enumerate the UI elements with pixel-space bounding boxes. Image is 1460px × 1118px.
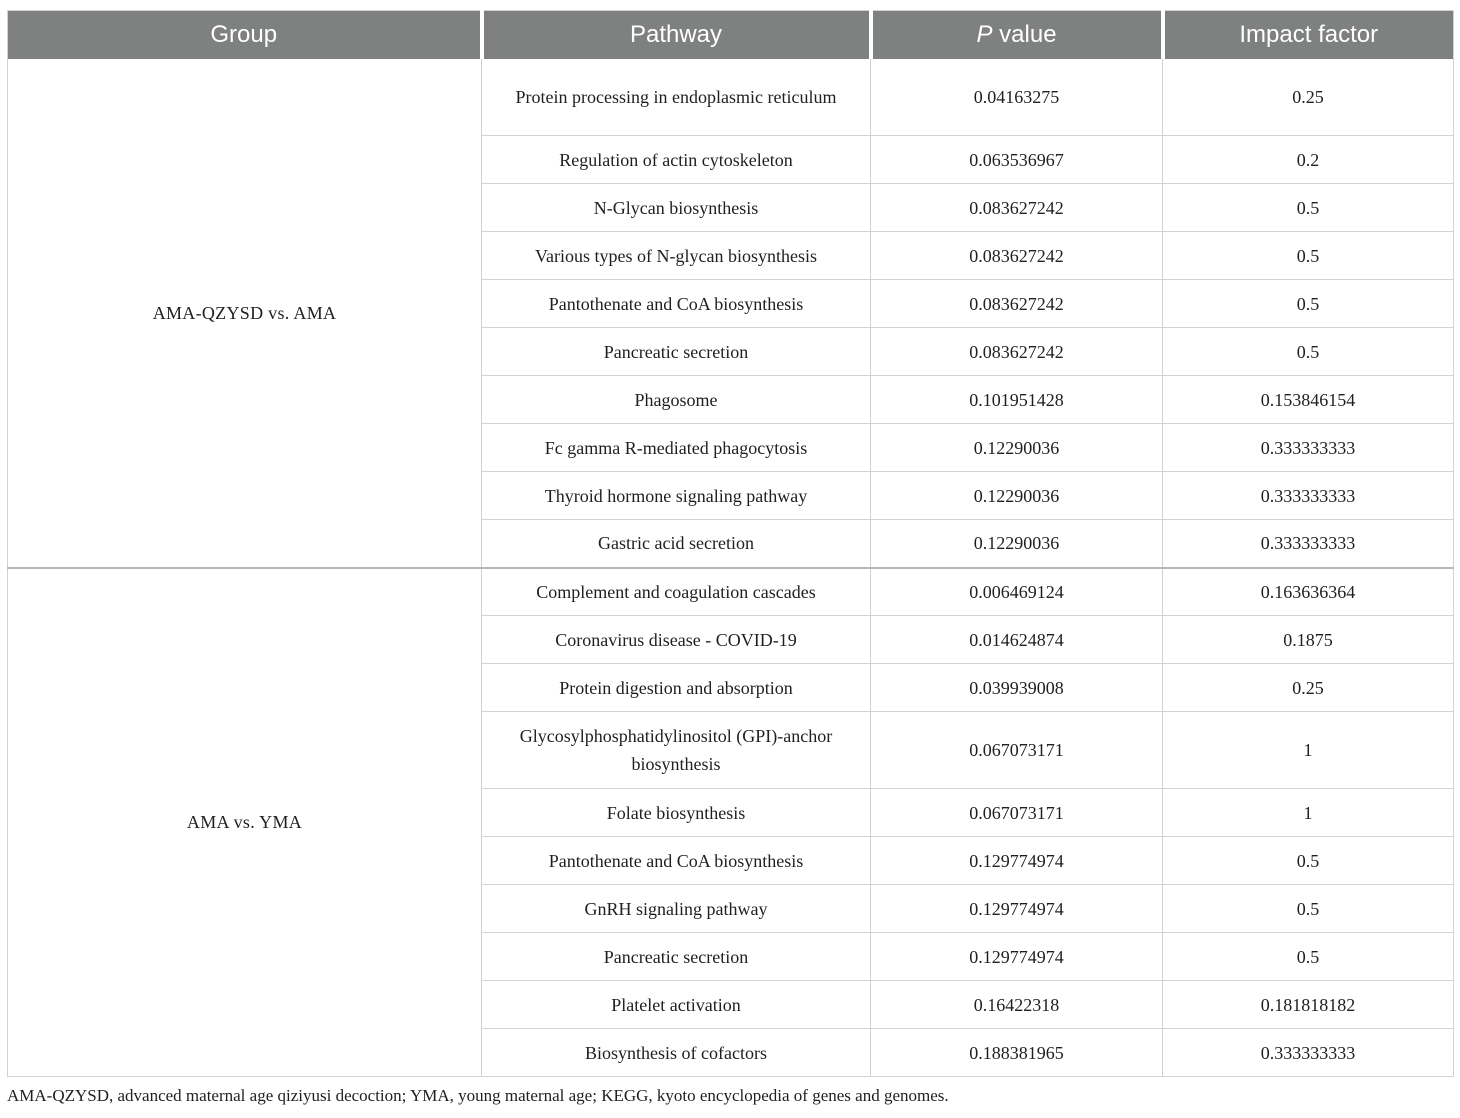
impact-factor-cell: 0.5: [1162, 183, 1454, 232]
table-row: AMA-QZYSD vs. AMA Protein processing in …: [8, 58, 1454, 323]
impact-factor-cell: 1: [1162, 788, 1454, 837]
header-group: Group: [7, 10, 482, 59]
pathway-cell: Biosynthesis of cofactors: [481, 1028, 871, 1077]
pathway-cell: Coronavirus disease - COVID-19: [481, 615, 871, 664]
p-value-cell: 0.083627242: [870, 231, 1163, 280]
p-value-cell: 0.12290036: [870, 519, 1163, 568]
impact-factor-cell: 0.153846154: [1162, 375, 1454, 424]
impact-factor-cell: 0.5: [1162, 327, 1454, 376]
table-row: AMA vs. YMA Complement and coagulation c…: [7, 566, 1454, 1077]
pathway-cell: Folate biosynthesis: [481, 788, 871, 837]
table-row: Glycosylphosphatidylinositol (GPI)-ancho…: [8, 711, 1454, 789]
impact-factor-cell: 0.5: [1162, 231, 1454, 280]
p-value-cell: 0.12290036: [870, 423, 1163, 472]
impact-factor-cell: 0.25: [1162, 58, 1454, 136]
p-value-cell: 0.12290036: [870, 471, 1163, 520]
pathway-cell: Complement and coagulation cascades: [481, 566, 871, 616]
impact-factor-cell: 1: [1162, 711, 1454, 789]
p-value-cell: 0.16422318: [870, 980, 1163, 1029]
pathway-cell: Regulation of actin cytoskeleton: [481, 135, 871, 184]
p-value-cell: 0.067073171: [870, 788, 1163, 837]
p-value-cell: 0.101951428: [870, 375, 1163, 424]
pathway-cell: GnRH signaling pathway: [481, 884, 871, 933]
group-cell: AMA vs. YMA: [7, 566, 482, 1077]
pathway-cell: Thyroid hormone signaling pathway: [481, 471, 871, 520]
impact-factor-cell: 0.333333333: [1162, 1028, 1454, 1077]
p-value-italic: P: [976, 20, 993, 48]
pathway-cell: Protein digestion and absorption: [481, 663, 871, 712]
table-row: N-Glycan biosynthesis 0.083627242 0.5: [8, 183, 1454, 232]
impact-factor-cell: 0.1875: [1162, 615, 1454, 664]
p-value-cell: 0.006469124: [870, 566, 1163, 616]
table-row: Gastric acid secretion 0.12290036 0.3333…: [8, 519, 1454, 568]
impact-factor-cell: 0.333333333: [1162, 471, 1454, 520]
table-row: Biosynthesis of cofactors 0.188381965 0.…: [8, 1028, 1454, 1077]
header-pathway: Pathway: [479, 10, 871, 59]
pathway-cell: Pancreatic secretion: [481, 327, 871, 376]
table-row: Phagosome 0.101951428 0.153846154: [8, 375, 1454, 424]
impact-factor-cell: 0.5: [1162, 279, 1454, 328]
table-row: Regulation of actin cytoskeleton 0.06353…: [8, 135, 1454, 184]
table-row: Fc gamma R-mediated phagocytosis 0.12290…: [8, 423, 1454, 472]
impact-factor-cell: 0.333333333: [1162, 519, 1454, 568]
table-row: Various types of N-glycan biosynthesis 0…: [8, 231, 1454, 280]
pathway-cell: Fc gamma R-mediated phagocytosis: [481, 423, 871, 472]
table-row: Folate biosynthesis 0.067073171 1: [8, 788, 1454, 837]
table-row: GnRH signaling pathway 0.129774974 0.5: [8, 884, 1454, 933]
table-row: Pantothenate and CoA biosynthesis 0.1297…: [8, 836, 1454, 885]
impact-factor-cell: 0.163636364: [1162, 566, 1454, 616]
pathway-cell: Pantothenate and CoA biosynthesis: [481, 836, 871, 885]
p-value-cell: 0.129774974: [870, 836, 1163, 885]
table-row: Thyroid hormone signaling pathway 0.1229…: [8, 471, 1454, 520]
p-value-cell: 0.04163275: [870, 58, 1163, 136]
table-row: Protein digestion and absorption 0.03993…: [8, 663, 1454, 712]
p-value-rest: value: [999, 20, 1057, 48]
p-value-cell: 0.063536967: [870, 135, 1163, 184]
impact-factor-cell: 0.5: [1162, 932, 1454, 981]
p-value-cell: 0.188381965: [870, 1028, 1163, 1077]
p-value-cell: 0.067073171: [870, 711, 1163, 789]
impact-factor-cell: 0.5: [1162, 884, 1454, 933]
pathway-cell: Gastric acid secretion: [481, 519, 871, 568]
impact-factor-cell: 0.5: [1162, 836, 1454, 885]
group-cell: AMA-QZYSD vs. AMA: [152, 302, 337, 323]
table-row: Pancreatic secretion 0.083627242 0.5: [8, 327, 1454, 376]
pathway-cell: Protein processing in endoplasmic reticu…: [481, 58, 871, 136]
table-row: Platelet activation 0.16422318 0.1818181…: [8, 980, 1454, 1029]
impact-factor-cell: 0.25: [1162, 663, 1454, 712]
p-value-cell: 0.083627242: [870, 183, 1163, 232]
impact-factor-cell: 0.181818182: [1162, 980, 1454, 1029]
table-row: Pantothenate and CoA biosynthesis 0.0836…: [8, 279, 1454, 328]
p-value-cell: 0.039939008: [870, 663, 1163, 712]
p-value-cell: 0.083627242: [870, 327, 1163, 376]
impact-factor-cell: 0.333333333: [1162, 423, 1454, 472]
p-value-cell: 0.014624874: [870, 615, 1163, 664]
p-value-cell: 0.083627242: [870, 279, 1163, 328]
pathway-cell: Various types of N-glycan biosynthesis: [481, 231, 871, 280]
pathway-cell: Phagosome: [481, 375, 871, 424]
pathway-cell: Glycosylphosphatidylinositol (GPI)-ancho…: [481, 711, 871, 789]
pathway-cell: Pantothenate and CoA biosynthesis: [481, 279, 871, 328]
pathway-cell: Platelet activation: [481, 980, 871, 1029]
pathway-cell: Pancreatic secretion: [481, 932, 871, 981]
p-value-cell: 0.129774974: [870, 884, 1163, 933]
impact-factor-cell: 0.2: [1162, 135, 1454, 184]
p-value-cell: 0.129774974: [870, 932, 1163, 981]
header-impact-factor: Impact factor: [1160, 10, 1454, 59]
table-row: Pancreatic secretion 0.129774974 0.5: [8, 932, 1454, 981]
table-row: Coronavirus disease - COVID-19 0.0146248…: [8, 615, 1454, 664]
table-footnote: AMA-QZYSD, advanced maternal age qiziyus…: [7, 1086, 949, 1105]
pathway-cell: N-Glycan biosynthesis: [481, 183, 871, 232]
